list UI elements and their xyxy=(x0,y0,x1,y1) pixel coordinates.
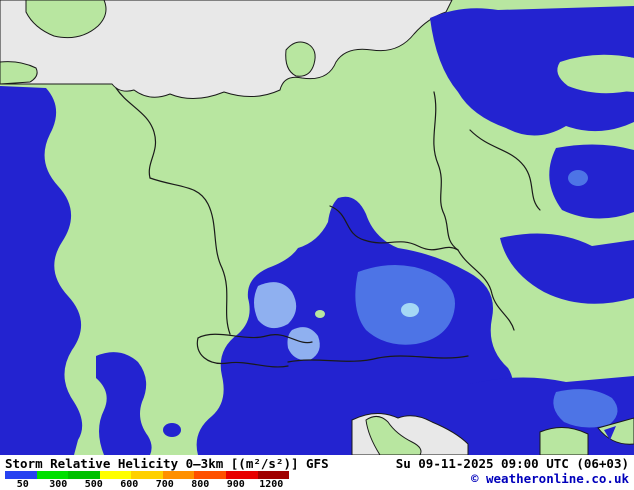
south-sea-regions xyxy=(351,413,634,455)
high-helicity-regions xyxy=(0,6,634,455)
legend-row: 50 300 500 600 700 800 900 1200 © weatheronline… xyxy=(0,471,634,490)
northeast-green-channel xyxy=(557,54,634,94)
map-svg xyxy=(0,0,634,455)
legend-labels: 50 300 500 600 700 800 900 1200 xyxy=(5,479,289,490)
coast-land-patches xyxy=(0,0,316,85)
benelux-border xyxy=(115,87,156,179)
corner-dark-tick xyxy=(604,426,616,440)
switzerland-border-south xyxy=(196,337,289,368)
legend-value: 500 xyxy=(84,479,103,490)
copyright-link[interactable]: © weatheronline.co.uk xyxy=(470,471,629,486)
legend-segment xyxy=(225,471,258,479)
map-title: Storm Relative Helicity 0—3km [(m²/s²)] … xyxy=(5,456,329,471)
legend-segment xyxy=(194,471,226,479)
switzerland-border-north xyxy=(197,333,313,344)
lightest-core-spot xyxy=(401,303,419,317)
legend-value: 800 xyxy=(191,479,210,490)
northeast-helicity-mass xyxy=(430,6,634,136)
southeast-green-patch xyxy=(539,427,589,455)
legend-segment xyxy=(99,471,132,479)
legend-value: 300 xyxy=(49,479,68,490)
small-helicity-spot-southwest xyxy=(163,423,181,437)
legend-segment xyxy=(257,471,290,479)
legend-color-bar xyxy=(5,471,290,479)
england-region xyxy=(25,0,107,39)
alpine-helicity-mass xyxy=(196,196,514,455)
east-helicity-band-upper xyxy=(549,144,634,219)
corner-green-patch xyxy=(597,417,634,445)
light-core-south xyxy=(287,327,320,361)
light-core-west xyxy=(254,282,297,329)
legend-value: 700 xyxy=(155,479,174,490)
green-gap-spot xyxy=(315,310,325,318)
legend-value: 600 xyxy=(120,479,139,490)
color-scale-legend: 50 300 500 600 700 800 900 1200 xyxy=(5,471,290,490)
germany-czech-border xyxy=(329,205,459,251)
east-helicity-band-lower xyxy=(500,233,634,304)
sea-regions xyxy=(0,0,453,99)
italy-peninsula xyxy=(365,416,422,455)
austria-east-border xyxy=(457,249,515,331)
country-borders xyxy=(115,87,541,368)
normandy-coast-patch xyxy=(0,61,38,85)
poland-south-border xyxy=(469,129,541,211)
alps-south-border xyxy=(287,355,469,363)
legend-value: 50 xyxy=(16,479,29,490)
helicity-map xyxy=(0,0,634,455)
legend-segment xyxy=(5,471,37,479)
legend-segment xyxy=(68,471,100,479)
legend-value: 900 xyxy=(226,479,245,490)
caption-bar: Storm Relative Helicity 0—3km [(m²/s²)] … xyxy=(0,455,634,490)
germany-poland-border xyxy=(433,91,459,251)
southwest-helicity-tongue xyxy=(96,352,152,455)
legend-segment xyxy=(36,471,69,479)
denmark-region xyxy=(285,41,316,77)
france-germany-border xyxy=(149,177,231,335)
east-medium-spot xyxy=(568,170,588,186)
legend-segment xyxy=(131,471,163,479)
north-sea-region xyxy=(0,0,453,99)
helicity-core-patches xyxy=(254,265,618,428)
caption-row: Storm Relative Helicity 0—3km [(m²/s²)] … xyxy=(0,455,634,471)
legend-value: 1200 xyxy=(259,479,284,490)
map-timestamp: Su 09-11-2025 09:00 UTC (06+03) xyxy=(395,456,629,471)
legend-segment xyxy=(162,471,195,479)
west-helicity-band xyxy=(0,86,83,455)
southeast-medium-core xyxy=(553,389,618,428)
